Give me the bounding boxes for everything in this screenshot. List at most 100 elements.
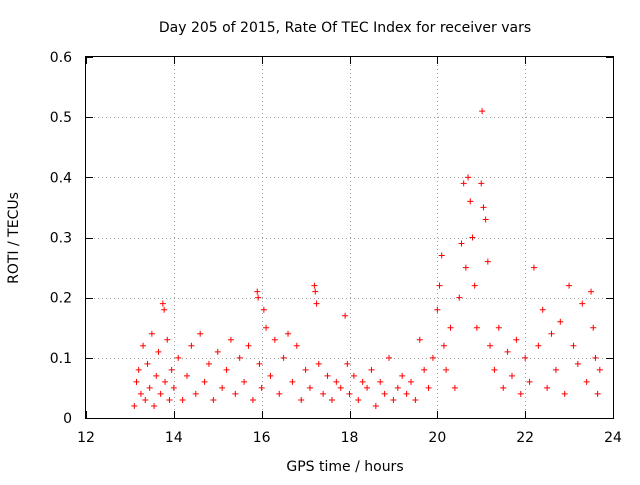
- data-point: [137, 390, 144, 397]
- data-point: [561, 390, 568, 397]
- data-point: [491, 366, 498, 373]
- chart-title: Day 205 of 2015, Rate Of TEC Index for r…: [159, 20, 531, 36]
- data-point: [258, 384, 265, 391]
- data-point: [232, 390, 239, 397]
- data-point: [350, 372, 357, 379]
- data-point: [434, 306, 441, 313]
- y-tick-label: 0.4: [50, 170, 72, 186]
- data-point: [142, 396, 149, 403]
- data-point: [164, 336, 171, 343]
- data-point: [495, 324, 502, 331]
- data-point: [471, 282, 478, 289]
- x-tick-label: 16: [253, 430, 271, 446]
- data-point: [504, 348, 511, 355]
- y-tick-label: 0.5: [50, 110, 72, 126]
- data-point: [311, 282, 318, 289]
- data-point: [256, 360, 263, 367]
- data-point: [465, 174, 472, 181]
- data-point: [440, 342, 447, 349]
- x-tick-label: 18: [341, 430, 359, 446]
- data-point: [254, 288, 261, 295]
- data-point: [313, 300, 320, 307]
- y-tick-label: 0.2: [50, 291, 72, 307]
- data-point: [302, 366, 309, 373]
- data-point: [192, 390, 199, 397]
- data-point: [381, 390, 388, 397]
- data-point: [526, 378, 533, 385]
- data-point: [539, 306, 546, 313]
- data-point: [460, 180, 467, 187]
- data-point: [298, 396, 305, 403]
- y-tick-label: 0: [63, 411, 72, 427]
- data-point: [276, 390, 283, 397]
- data-point: [394, 384, 401, 391]
- data-point: [421, 366, 428, 373]
- data-point: [328, 396, 335, 403]
- data-point: [241, 378, 248, 385]
- data-point: [285, 330, 292, 337]
- axis-ticks: 12 14 16 18 20 22 24 0 0.1 0.2 0.3 0.4 0.5 0.6: [50, 50, 622, 446]
- y-axis-label: ROTI / TECUs: [6, 192, 22, 284]
- data-point: [451, 384, 458, 391]
- data-point: [223, 366, 230, 373]
- data-point: [168, 366, 175, 373]
- data-point: [407, 378, 414, 385]
- data-point: [478, 180, 485, 187]
- data-point: [157, 390, 164, 397]
- data-point: [566, 282, 573, 289]
- data-point: [175, 354, 182, 361]
- data-point: [447, 324, 454, 331]
- data-point: [249, 396, 256, 403]
- data-point: [467, 198, 474, 205]
- data-point: [312, 288, 319, 295]
- data-point: [166, 396, 173, 403]
- data-point: [159, 300, 166, 307]
- data-points: [131, 108, 603, 409]
- data-point: [342, 312, 349, 319]
- data-point: [236, 354, 243, 361]
- data-point: [197, 330, 204, 337]
- data-point: [133, 378, 140, 385]
- data-point: [219, 384, 226, 391]
- data-point: [324, 372, 331, 379]
- data-point: [438, 252, 445, 259]
- data-point: [131, 402, 138, 409]
- data-point: [508, 372, 515, 379]
- data-point: [462, 264, 469, 271]
- y-tick-label: 0.3: [50, 231, 72, 247]
- data-point: [513, 336, 520, 343]
- data-point: [151, 402, 158, 409]
- data-point: [346, 390, 353, 397]
- plot-frame: [85, 56, 614, 419]
- data-point: [359, 378, 366, 385]
- data-point: [487, 342, 494, 349]
- data-point: [574, 360, 581, 367]
- data-point: [530, 264, 537, 271]
- data-point: [344, 360, 351, 367]
- data-point: [205, 360, 212, 367]
- data-point: [135, 366, 142, 373]
- data-point: [368, 366, 375, 373]
- data-point: [306, 384, 313, 391]
- x-tick-label: 14: [165, 430, 183, 446]
- x-tick-label: 20: [428, 430, 446, 446]
- data-point: [416, 336, 423, 343]
- data-point: [425, 384, 432, 391]
- data-point: [364, 384, 371, 391]
- data-point: [293, 342, 300, 349]
- data-point: [227, 336, 234, 343]
- data-point: [484, 258, 491, 265]
- data-point: [263, 324, 270, 331]
- data-point: [320, 390, 327, 397]
- data-point: [429, 354, 436, 361]
- data-point: [544, 384, 551, 391]
- data-point: [201, 378, 208, 385]
- data-point: [412, 396, 419, 403]
- data-point: [552, 366, 559, 373]
- y-tick-label: 0.1: [50, 351, 72, 367]
- data-point: [535, 342, 542, 349]
- data-point: [372, 402, 379, 409]
- data-point: [337, 384, 344, 391]
- data-point: [271, 336, 278, 343]
